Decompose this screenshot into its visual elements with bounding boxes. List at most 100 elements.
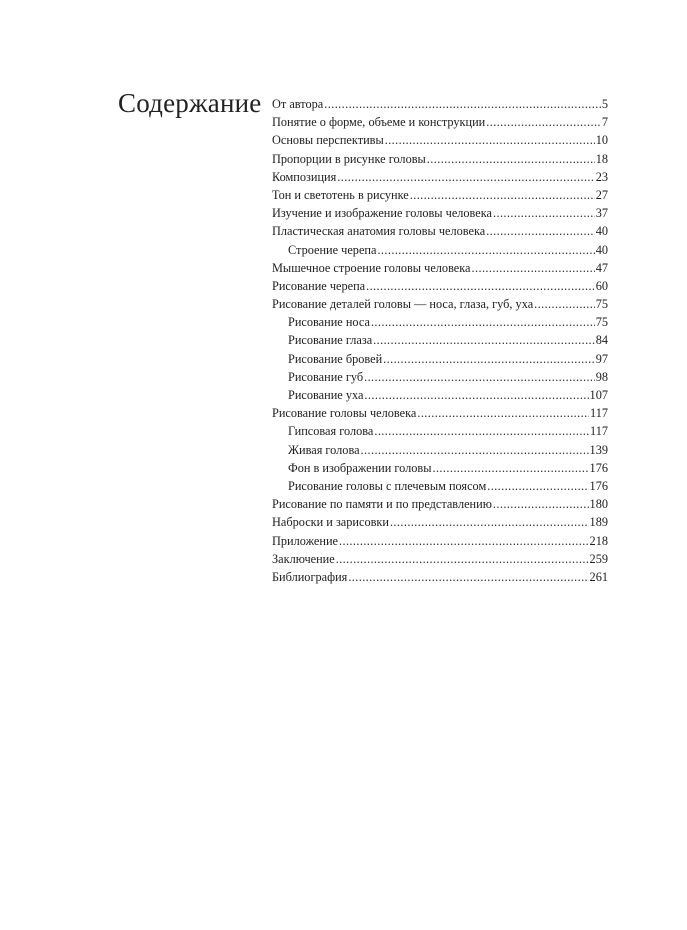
dot-leader (410, 186, 595, 204)
toc-entry-page: 117 (590, 406, 608, 421)
toc-entry[interactable]: Изучение и изображение головы человека 37 (272, 204, 608, 222)
toc-entry[interactable]: Рисование черепа 60 (272, 277, 608, 295)
toc-entry-page: 18 (595, 151, 608, 166)
toc-entry-page: 180 (589, 497, 608, 512)
toc-entry-page: 37 (595, 206, 608, 221)
toc-entry-page: 40 (595, 242, 608, 257)
toc-entry-page: 176 (589, 460, 608, 475)
toc-entry[interactable]: Фон в изображении головы 176 (272, 459, 608, 477)
toc-entry-page: 259 (589, 551, 608, 566)
toc-entry-page: 261 (589, 569, 608, 584)
toc-entry-page: 176 (589, 478, 608, 493)
toc-entry-title: Рисование глаза (288, 333, 373, 348)
toc-entry-title: Рисование головы человека (272, 406, 417, 421)
toc-entry[interactable]: Рисование головы с плечевым поясом 176 (272, 477, 608, 495)
toc-entry-page: 7 (601, 115, 608, 130)
toc-entry[interactable]: Мышечное строение головы человека 47 (272, 259, 608, 277)
toc-entry-page: 75 (595, 297, 608, 312)
toc-entry-title: Фон в изображении головы (288, 460, 432, 475)
toc-entry-page: 117 (590, 424, 608, 439)
dot-leader (427, 150, 595, 168)
toc-entry-title: Строение черепа (288, 242, 377, 257)
dot-leader (336, 550, 589, 568)
toc-entry[interactable]: Приложение 218 (272, 532, 608, 550)
toc-entry-title: Рисование головы с плечевым поясом (288, 478, 487, 493)
dot-leader (348, 568, 588, 586)
dot-leader (364, 368, 595, 386)
toc-entry-page: 98 (595, 369, 608, 384)
toc-entry-title: Основы перспективы (272, 133, 384, 148)
dot-leader (371, 313, 595, 331)
dot-leader (373, 331, 595, 349)
toc-entry[interactable]: От автора 5 (272, 95, 608, 113)
toc-entry[interactable]: Рисование по памяти и по представлению 18… (272, 495, 608, 513)
toc-entry-title: Рисование бровей (288, 351, 383, 366)
table-of-contents: От автора 5 Понятие о форме, объеме и конс… (272, 95, 608, 586)
dot-leader (366, 277, 595, 295)
toc-entry[interactable]: Пластическая анатомия головы человека 40 (272, 222, 608, 240)
dot-leader (534, 295, 595, 313)
toc-entry-page: 84 (595, 333, 608, 348)
toc-entry[interactable]: Заключение 259 (272, 550, 608, 568)
toc-entry[interactable]: Основы перспективы 10 (272, 131, 608, 149)
toc-entry[interactable]: Тон и светотень в рисунке 27 (272, 186, 608, 204)
toc-entry-page: 47 (595, 260, 608, 275)
dot-leader (337, 168, 594, 186)
dot-leader (383, 350, 595, 368)
toc-entry[interactable]: Понятие о форме, объеме и конструкции 7 (272, 113, 608, 131)
toc-entry-title: Заключение (272, 551, 335, 566)
toc-entry-title: Живая голова (288, 442, 360, 457)
toc-entry[interactable]: Наброски и зарисовки 189 (272, 513, 608, 531)
toc-entry-title: Тон и светотень в рисунке (272, 187, 409, 202)
dot-leader (324, 95, 601, 113)
toc-entry-title: Понятие о форме, объеме и конструкции (272, 115, 486, 130)
dot-leader (472, 259, 595, 277)
toc-entry[interactable]: Композиция 23 (272, 168, 608, 186)
dot-leader (374, 422, 589, 440)
toc-entry-title: Пропорции в рисунке головы (272, 151, 426, 166)
toc-entry-page: 5 (601, 97, 608, 111)
toc-entry-title: Наброски и зарисовки (272, 515, 389, 530)
toc-entry[interactable]: Пропорции в рисунке головы 18 (272, 150, 608, 168)
toc-entry-title: Композиция (272, 169, 337, 184)
toc-entry-page: 189 (589, 515, 608, 530)
toc-entry-page: 97 (595, 351, 608, 366)
toc-entry[interactable]: Живая голова 139 (272, 441, 608, 459)
dot-leader (417, 404, 589, 422)
toc-entry-title: Рисование губ (288, 369, 364, 384)
toc-entry[interactable]: Рисование глаза 84 (272, 331, 608, 349)
toc-entry[interactable]: Строение черепа 40 (272, 241, 608, 259)
toc-entry-title: Рисование деталей головы — носа, глаза, … (272, 297, 534, 312)
toc-entry[interactable]: Рисование деталей головы — носа, глаза, … (272, 295, 608, 313)
dot-leader (486, 222, 595, 240)
dot-leader (364, 386, 588, 404)
toc-entry-title: Изучение и изображение головы человека (272, 206, 492, 221)
dot-leader (493, 495, 589, 513)
toc-entry[interactable]: Рисование губ 98 (272, 368, 608, 386)
dot-leader (486, 113, 601, 131)
toc-entry-title: От автора (272, 97, 324, 111)
toc-entry[interactable]: Рисование уха 107 (272, 386, 608, 404)
toc-entry-page: 40 (595, 224, 608, 239)
toc-entry-title: Гипсовая голова (288, 424, 374, 439)
toc-entry-page: 218 (589, 533, 608, 548)
toc-entry-page: 75 (595, 315, 608, 330)
toc-entry-title: Рисование по памяти и по представлению (272, 497, 492, 512)
toc-entry-page: 23 (595, 169, 608, 184)
toc-entry-title: Библиография (272, 569, 348, 584)
toc-entry[interactable]: Рисование носа 75 (272, 313, 608, 331)
dot-leader (385, 131, 595, 149)
dot-leader (493, 204, 595, 222)
toc-entry[interactable]: Гипсовая голова 117 (272, 422, 608, 440)
toc-entry[interactable]: Библиография 261 (272, 568, 608, 586)
toc-entry-page: 107 (589, 388, 608, 402)
dot-leader (432, 459, 588, 477)
toc-entry[interactable]: Рисование головы человека 117 (272, 404, 608, 422)
toc-entry-title: Рисование черепа (272, 278, 366, 293)
toc-entry-page: 60 (595, 278, 608, 293)
toc-entry-title: Пластическая анатомия головы человека (272, 224, 486, 239)
dot-leader (487, 477, 588, 495)
dot-leader (361, 441, 589, 459)
page-title: Содержание (118, 88, 262, 118)
toc-entry[interactable]: Рисование бровей 97 (272, 350, 608, 368)
